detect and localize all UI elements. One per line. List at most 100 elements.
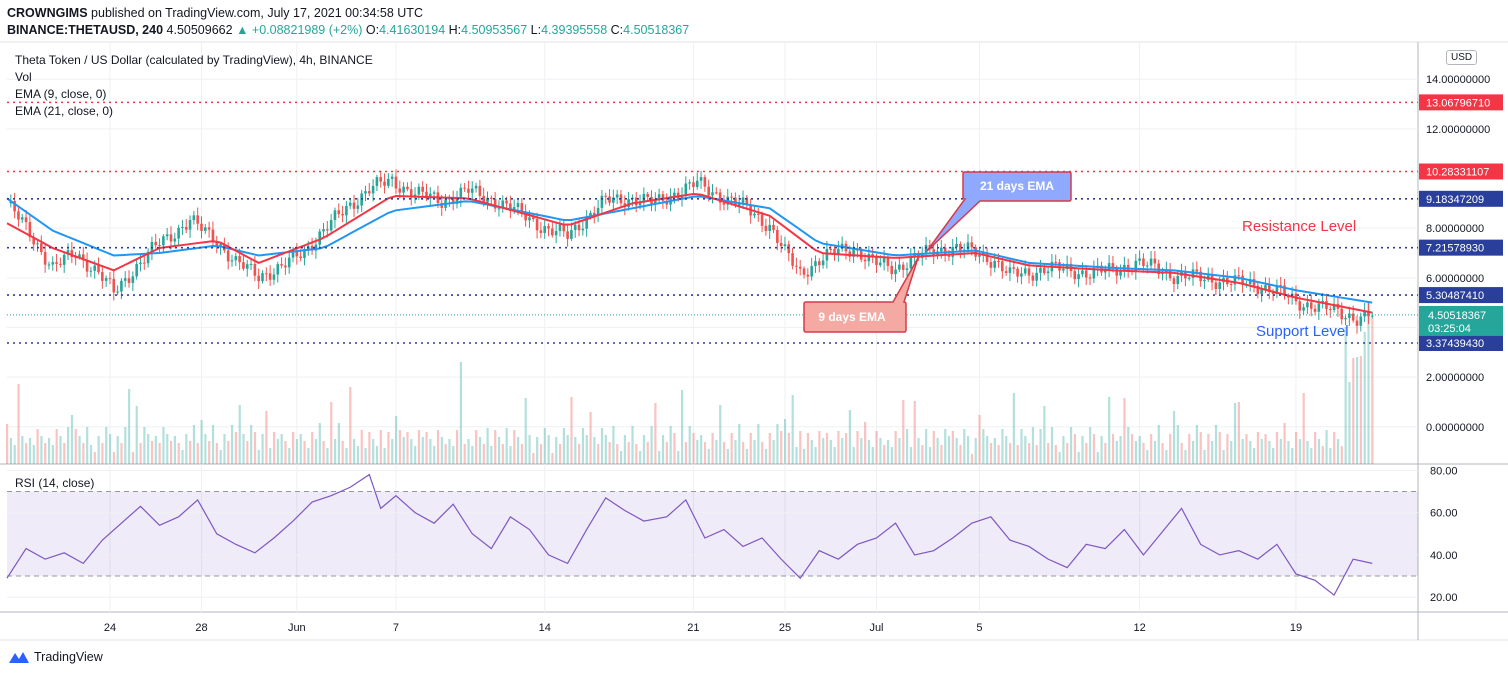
candle-body [795, 266, 798, 267]
candle-body [1150, 259, 1153, 266]
volume-bar [1249, 441, 1251, 464]
volume-bar [1139, 436, 1141, 464]
volume-bar [467, 439, 469, 464]
candle-body [1260, 289, 1263, 294]
volume-bar [1280, 439, 1282, 464]
candle-body [97, 266, 100, 273]
volume-bar [807, 433, 809, 464]
volume-bar [212, 425, 214, 464]
volume-bar [48, 438, 50, 464]
volume-bar [490, 446, 492, 464]
candle-body [154, 242, 157, 245]
volume-bar [803, 449, 805, 464]
volume-bar [162, 427, 164, 464]
volume-bar [929, 447, 931, 464]
volume-bar [864, 422, 866, 464]
time-tick-label: 28 [195, 622, 207, 634]
volume-bar [67, 427, 69, 464]
candle-body [803, 269, 806, 275]
volume-bar [1074, 434, 1076, 464]
volume-bar [933, 431, 935, 464]
ema21-legend[interactable]: EMA (21, close, 0) [15, 104, 113, 118]
volume-bar [414, 446, 416, 464]
volume-bar [936, 438, 938, 464]
candle-body [810, 266, 813, 276]
candle-body [1371, 316, 1374, 317]
volume-bar [761, 442, 763, 464]
candle-body [101, 272, 104, 281]
volume-bar [727, 449, 729, 464]
volume-bar [948, 436, 950, 464]
volume-bar [643, 435, 645, 464]
volume-bar [223, 434, 225, 464]
candle-body [715, 192, 718, 193]
candle-body [997, 261, 1000, 262]
volume-bar [906, 429, 908, 464]
volume-bar [86, 427, 88, 464]
volume-bar [1150, 434, 1152, 464]
volume-bar [1345, 327, 1347, 464]
candle-body [1356, 321, 1359, 326]
candle-body [421, 187, 424, 192]
candle-body [864, 260, 867, 262]
candle-body [1348, 314, 1351, 318]
volume-bar [826, 433, 828, 464]
candle-body [1146, 265, 1149, 266]
candle-body [395, 177, 398, 189]
candle-body [1142, 258, 1145, 266]
volume-bar [765, 449, 767, 464]
volume-bar [319, 423, 321, 464]
support-label: Support Level [1256, 323, 1349, 340]
candle-body [776, 230, 779, 243]
volume-bar [1120, 436, 1122, 464]
candle-body [646, 194, 649, 197]
volume-bar [1196, 425, 1198, 464]
volume-bar [136, 406, 138, 464]
ema9-legend[interactable]: EMA (9, close, 0) [15, 87, 106, 101]
volume-bar [448, 439, 450, 464]
candle-body [711, 192, 714, 195]
volume-bar [521, 444, 523, 464]
candle-body [143, 263, 146, 264]
volume-bar [1223, 450, 1225, 464]
volume-bar [917, 438, 919, 464]
volume-bar [978, 415, 980, 464]
price-tick-label: 2.00000000 [1426, 372, 1484, 384]
price-tick-label: 12.00000000 [1426, 124, 1490, 136]
volume-bar [1173, 411, 1175, 464]
candle-body [925, 245, 928, 253]
candle-body [193, 215, 196, 220]
volume-bar [109, 434, 111, 464]
volume-bar [147, 434, 149, 464]
currency-button[interactable]: USD [1446, 50, 1477, 65]
volume-bar [258, 450, 260, 464]
rsi-tick-label: 20.00 [1430, 592, 1458, 604]
volume-bar [143, 427, 145, 464]
volume-bar [689, 426, 691, 464]
volume-bar [303, 441, 305, 464]
volume-bar [841, 438, 843, 464]
candle-body [578, 225, 581, 231]
volume-bar [124, 427, 126, 464]
volume-bar [750, 433, 752, 464]
volume-bar [1306, 441, 1308, 464]
candle-body [383, 182, 386, 186]
rsi-legend[interactable]: RSI (14, close) [15, 476, 94, 490]
volume-bar [403, 437, 405, 464]
candle-body [181, 227, 184, 228]
tradingview-logo[interactable]: TradingView [8, 650, 103, 664]
candle-body [1306, 302, 1309, 307]
volume-bar [288, 448, 290, 464]
candle-body [269, 273, 272, 279]
candle-body [196, 215, 199, 223]
volume-bar [410, 439, 412, 464]
candle-body [490, 198, 493, 199]
volume-bar [1291, 448, 1293, 464]
candle-body [471, 188, 474, 192]
volume-bar [1348, 382, 1350, 464]
volume-bar [673, 433, 675, 464]
candle-body [696, 181, 699, 187]
volume-legend[interactable]: Vol [15, 70, 32, 84]
volume-bar [132, 452, 134, 464]
